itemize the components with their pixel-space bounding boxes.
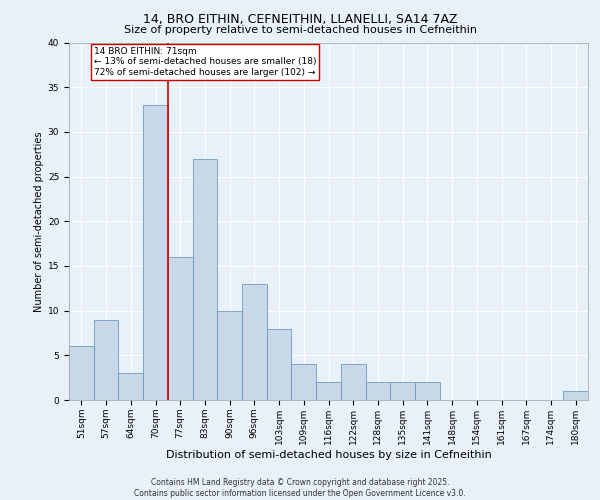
Bar	[168, 257, 193, 400]
Bar	[94, 320, 118, 400]
Bar	[69, 346, 94, 400]
Bar	[563, 391, 588, 400]
X-axis label: Distribution of semi-detached houses by size in Cefneithin: Distribution of semi-detached houses by …	[166, 450, 491, 460]
Bar	[365, 382, 390, 400]
Text: 14, BRO EITHIN, CEFNEITHIN, LLANELLI, SA14 7AZ: 14, BRO EITHIN, CEFNEITHIN, LLANELLI, SA…	[143, 12, 457, 26]
Y-axis label: Number of semi-detached properties: Number of semi-detached properties	[34, 131, 44, 312]
Bar	[390, 382, 415, 400]
Text: Size of property relative to semi-detached houses in Cefneithin: Size of property relative to semi-detach…	[124, 25, 476, 35]
Bar	[242, 284, 267, 400]
Bar	[217, 310, 242, 400]
Bar	[118, 373, 143, 400]
Text: Contains HM Land Registry data © Crown copyright and database right 2025.
Contai: Contains HM Land Registry data © Crown c…	[134, 478, 466, 498]
Bar	[143, 105, 168, 400]
Bar	[415, 382, 440, 400]
Text: 14 BRO EITHIN: 71sqm
← 13% of semi-detached houses are smaller (18)
72% of semi-: 14 BRO EITHIN: 71sqm ← 13% of semi-detac…	[94, 47, 316, 77]
Bar	[193, 158, 217, 400]
Bar	[292, 364, 316, 400]
Bar	[267, 328, 292, 400]
Bar	[341, 364, 365, 400]
Bar	[316, 382, 341, 400]
